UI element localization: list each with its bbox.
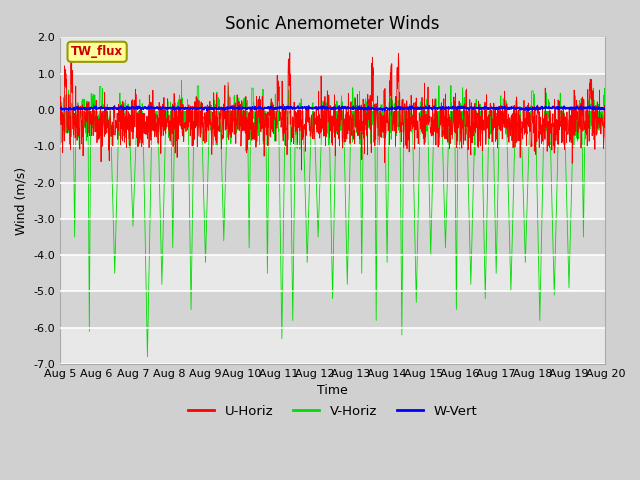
U-Horiz [586,80,593,86]
V-Horiz [56,112,64,118]
W-Vert [307,105,315,111]
V-Horiz [486,113,493,119]
W-Vert [204,108,211,114]
Bar [60,219,605,255]
U-Horiz [586,87,594,93]
W-Vert [486,105,493,111]
Bar [60,255,605,291]
U-Horiz [322,109,330,115]
W-Vert [602,106,609,111]
Bar [60,37,605,73]
U-Horiz [602,113,609,119]
Line: U-Horiz: U-Horiz [60,53,605,170]
Y-axis label: Wind (m/s): Wind (m/s) [15,167,28,235]
Bar [60,110,605,146]
V-Horiz [178,78,186,84]
Line: V-Horiz: V-Horiz [60,81,605,357]
U-Horiz [286,50,294,56]
Bar [60,146,605,182]
U-Horiz [56,121,64,127]
V-Horiz [586,126,594,132]
V-Horiz [586,93,593,99]
U-Horiz [486,106,493,111]
X-axis label: Time: Time [317,384,348,397]
V-Horiz [307,117,315,122]
Bar [60,291,605,328]
Bar [60,73,605,110]
U-Horiz [84,130,92,135]
V-Horiz [602,112,609,118]
V-Horiz [322,123,330,129]
U-Horiz [307,114,315,120]
Text: TW_flux: TW_flux [71,45,123,58]
Bar [60,182,605,219]
W-Vert [56,106,64,111]
W-Vert [426,103,433,108]
W-Vert [586,104,594,109]
W-Vert [586,106,593,111]
Title: Sonic Anemometer Winds: Sonic Anemometer Winds [225,15,440,33]
U-Horiz [298,167,305,173]
V-Horiz [143,354,151,360]
V-Horiz [84,107,92,113]
Legend: U-Horiz, V-Horiz, W-Vert: U-Horiz, V-Horiz, W-Vert [182,399,483,423]
Line: W-Vert: W-Vert [60,106,605,111]
Bar [60,328,605,364]
W-Vert [322,107,330,112]
W-Vert [84,105,92,111]
